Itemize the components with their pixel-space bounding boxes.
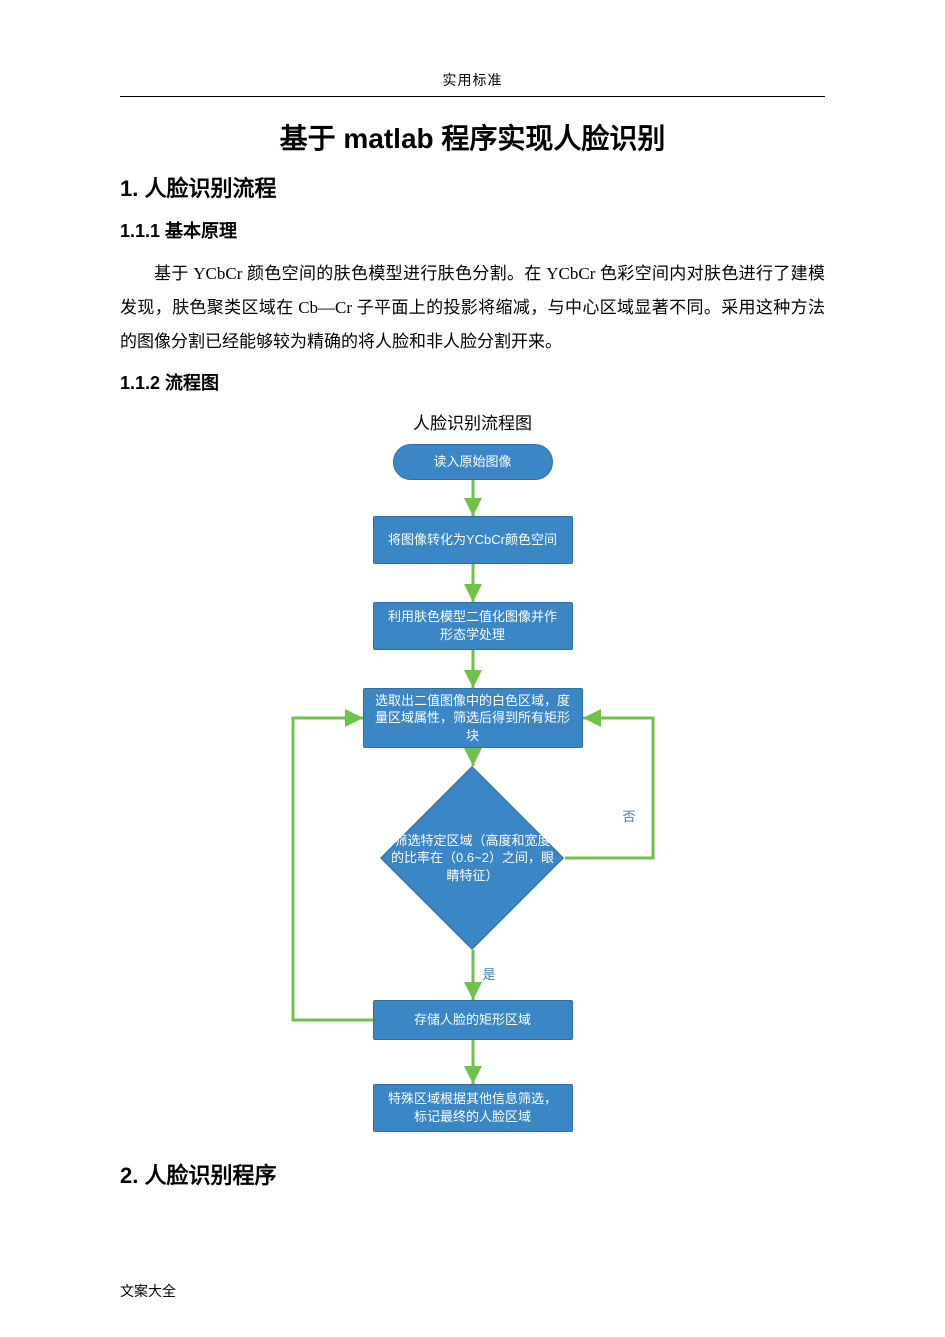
section-1-1-2-heading: 1.1.2 流程图 — [120, 369, 825, 395]
flow-node-terminal: 读入原始图像 — [393, 444, 553, 480]
flow-node-process: 利用肤色模型二值化图像并作形态学处理 — [373, 602, 573, 650]
flowchart-title: 人脸识别流程图 — [120, 409, 825, 434]
section-1-heading: 1. 人脸识别流程 — [120, 171, 825, 203]
flow-node-process: 特殊区域根据其他信息筛选，标记最终的人脸区域 — [373, 1084, 573, 1132]
flow-node-process: 将图像转化为YCbCr颜色空间 — [373, 516, 573, 564]
flowchart-container: 读入原始图像将图像转化为YCbCr颜色空间利用肤色模型二值化图像并作形态学处理选… — [223, 444, 723, 1144]
paragraph-body: 基于 YCbCr 颜色空间的肤色模型进行肤色分割。在 YCbCr 色彩空间内对肤… — [120, 257, 825, 359]
flow-node-decision: 筛选特定区域（高度和宽度的比率在（0.6~2）之间，眼睛特征） — [381, 766, 565, 950]
flow-node-label: 筛选特定区域（高度和宽度的比率在（0.6~2）之间，眼睛特征） — [381, 766, 565, 950]
section-1-1-1-heading: 1.1.1 基本原理 — [120, 217, 825, 243]
flow-node-process: 选取出二值图像中的白色区域，度量区域属性，筛选后得到所有矩形块 — [363, 688, 583, 748]
page-header-label: 实用标准 — [120, 70, 825, 97]
flow-node-process: 存储人脸的矩形区域 — [373, 1000, 573, 1040]
document-title: 基于 matlab 程序实现人脸识别 — [120, 117, 825, 157]
flow-edge-label: 否 — [623, 806, 636, 825]
document-page: 实用标准 基于 matlab 程序实现人脸识别 1. 人脸识别流程 1.1.1 … — [0, 0, 945, 1337]
page-footer: 文案大全 — [120, 1281, 176, 1301]
flow-edge-label: 是 — [483, 964, 496, 983]
section-2-heading: 2. 人脸识别程序 — [120, 1158, 825, 1190]
